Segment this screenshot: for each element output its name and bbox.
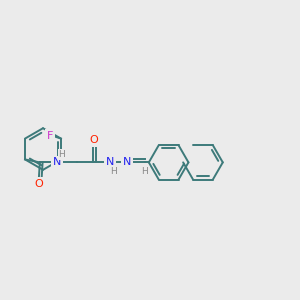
Text: O: O [34,179,43,189]
Text: F: F [47,130,53,141]
Text: N: N [52,158,61,167]
Text: N: N [106,158,114,167]
Text: O: O [89,135,98,145]
Text: H: H [142,167,148,176]
Text: H: H [110,167,116,176]
Text: H: H [58,150,65,159]
Text: N: N [123,158,131,167]
